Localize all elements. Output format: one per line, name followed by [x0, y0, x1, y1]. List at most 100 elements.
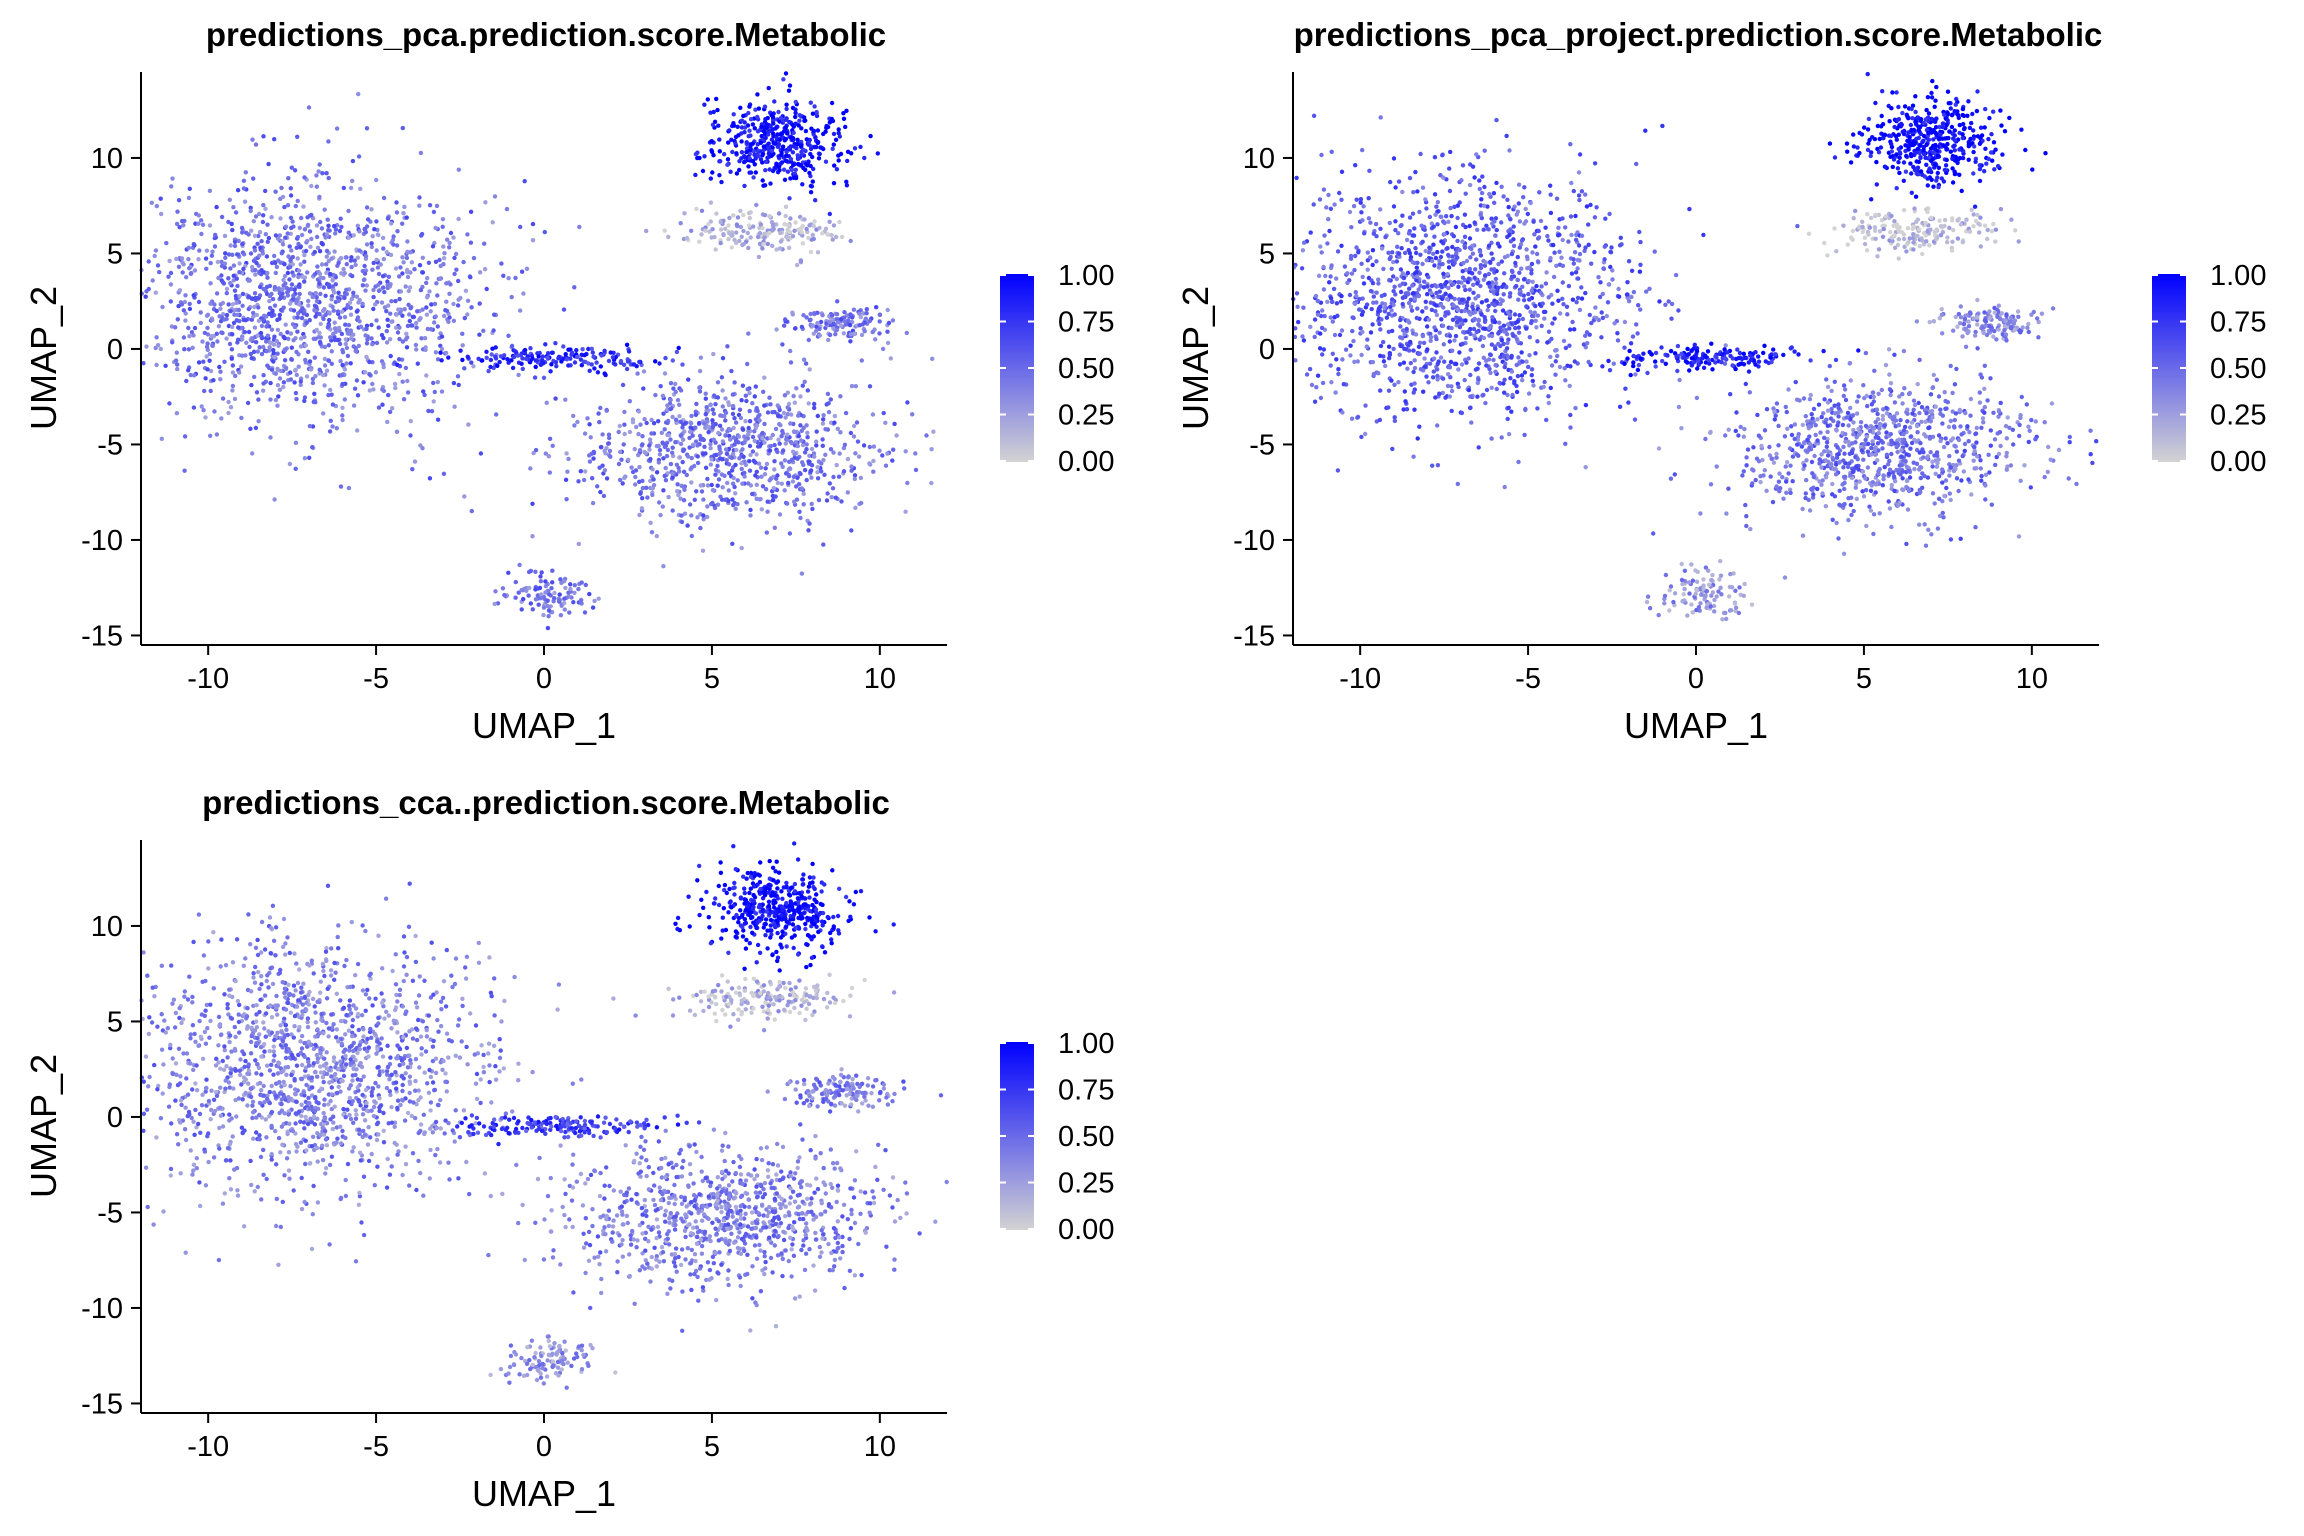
cell-point: [802, 467, 808, 473]
cell-point: [701, 437, 706, 443]
cell-point: [1383, 234, 1388, 240]
cell-point: [1438, 254, 1444, 260]
cell-point: [1669, 301, 1675, 307]
cell-point: [759, 474, 764, 479]
cell-point: [1520, 359, 1525, 364]
cell-point: [1455, 255, 1460, 260]
cell-point: [668, 397, 673, 403]
cell-point: [204, 248, 210, 253]
cell-point: [1529, 261, 1535, 267]
cell-point: [363, 254, 369, 259]
cell-point: [167, 258, 172, 264]
cell-point: [1413, 246, 1418, 251]
cell-point: [1332, 202, 1337, 207]
cell-point: [693, 439, 699, 444]
cell-point: [1390, 328, 1395, 334]
cell-point: [1365, 337, 1370, 342]
cell-point: [885, 307, 890, 313]
cell-point: [747, 215, 752, 221]
cell-point: [1792, 422, 1798, 427]
cell-point: [561, 307, 567, 312]
cell-point: [433, 225, 438, 231]
cell-point: [236, 325, 241, 330]
cell-point: [253, 425, 259, 431]
cell-point: [369, 336, 374, 341]
cell-point: [1431, 356, 1437, 361]
cell-point: [176, 303, 181, 309]
cell-point: [1392, 312, 1397, 317]
cell-point: [781, 77, 786, 82]
cell-point: [1439, 214, 1444, 220]
cell-point: [862, 155, 867, 161]
cell-point: [217, 314, 222, 319]
cell-point: [656, 443, 661, 449]
cell-point: [346, 230, 351, 235]
cell-point: [1309, 382, 1315, 388]
cell-point: [1440, 153, 1445, 158]
cell-point: [883, 463, 889, 468]
cell-point: [746, 481, 751, 486]
cell-point: [1449, 213, 1454, 219]
cell-point: [344, 291, 349, 297]
cell-point: [714, 211, 719, 216]
cell-point: [453, 251, 459, 257]
cell-point: [1669, 316, 1674, 321]
cell-point: [809, 184, 815, 189]
cell-point: [229, 356, 234, 361]
cell-point: [293, 367, 298, 373]
cell-point: [341, 266, 346, 272]
cell-point: [734, 151, 739, 156]
cell-point: [1426, 275, 1431, 280]
cell-point: [568, 582, 573, 587]
cell-point: [650, 467, 655, 472]
cell-point: [757, 230, 763, 236]
cell-point: [324, 262, 329, 267]
cell-point: [422, 336, 428, 341]
cell-point: [788, 144, 793, 149]
cell-point: [1624, 292, 1630, 297]
cell-point: [369, 241, 374, 246]
cell-point: [553, 341, 558, 346]
cell-point: [1550, 301, 1555, 306]
cell-point: [276, 343, 281, 348]
cell-point: [750, 141, 755, 146]
cell-point: [275, 367, 281, 373]
cell-point: [717, 137, 722, 142]
cell-point: [801, 313, 806, 318]
cell-point: [748, 117, 754, 122]
cell-point: [451, 301, 456, 307]
cell-point: [1524, 359, 1529, 364]
cell-point: [275, 403, 280, 408]
cell-point: [705, 476, 710, 482]
cell-point: [295, 134, 300, 139]
cell-point: [339, 373, 344, 378]
colorbar-label: 0.00: [1058, 446, 1114, 478]
cell-point: [1579, 285, 1584, 290]
cell-point: [621, 442, 626, 447]
cell-point: [504, 206, 510, 212]
cell-point: [1455, 307, 1460, 312]
cell-point: [1381, 359, 1387, 364]
cell-point: [660, 393, 666, 398]
cell-point: [243, 353, 248, 358]
cell-point: [793, 220, 798, 225]
umap-panel-pca-project: predictions_pca_project.prediction.score…: [1175, 16, 2266, 746]
cell-point: [204, 354, 209, 359]
cell-point: [241, 252, 247, 257]
cell-point: [1601, 266, 1607, 272]
cell-point: [281, 305, 286, 310]
cell-point: [355, 255, 360, 260]
cell-point: [1432, 263, 1437, 268]
cell-point: [1456, 284, 1461, 289]
cell-point: [730, 392, 736, 397]
cell-point: [1404, 407, 1410, 412]
cell-point: [1515, 277, 1521, 283]
cell-point: [721, 232, 726, 237]
cell-point: [274, 264, 280, 270]
cell-point: [844, 179, 849, 184]
cell-point: [1293, 326, 1298, 331]
cell-point: [1312, 399, 1318, 404]
cell-point: [417, 317, 422, 322]
cell-point: [1421, 389, 1426, 394]
cell-point: [318, 219, 323, 225]
